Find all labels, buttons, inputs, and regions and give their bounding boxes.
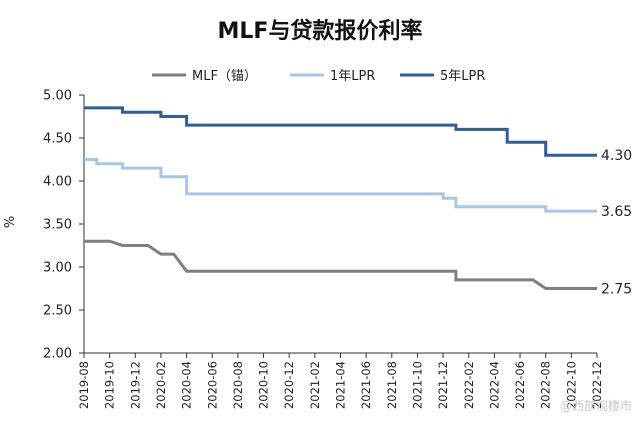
y-tick-label: 3.00 [43, 261, 72, 276]
y-tick-label: 4.50 [43, 132, 72, 147]
x-tick-label: 2021-02 [308, 361, 322, 409]
y-axis-label: % [3, 216, 18, 228]
x-tick-label: 2020-04 [180, 361, 194, 409]
x-tick-label: 2020-06 [205, 361, 219, 409]
x-tick-label: 2019-08 [77, 361, 91, 409]
watermark-text: @西部观楼市 [560, 398, 632, 413]
x-tick-label: 2022-12 [590, 361, 604, 409]
x-ticks: 2019-08 2019-10 2019-12 2020-02 2020-04 2020-… [77, 353, 604, 409]
series-line-1 [84, 158, 597, 213]
x-tick-label: 2022-06 [513, 361, 527, 409]
y-tick-label: 4.00 [43, 175, 72, 190]
series-end-label-2: 4.30 [601, 148, 632, 164]
legend-label-2: 5年LPR [440, 69, 485, 84]
x-tick-label: 2020-12 [282, 361, 296, 409]
x-tick-label: 2020-10 [257, 361, 271, 409]
x-tick-label: 2021-10 [410, 361, 424, 409]
x-tick-label: 2020-02 [154, 361, 168, 409]
y-tick-label: 2.50 [43, 304, 72, 319]
x-tick-label: 2021-12 [436, 361, 450, 409]
x-tick-label: 2020-08 [231, 361, 245, 409]
x-tick-label: 2022-08 [539, 361, 553, 409]
legend-label-1: 1年LPR [330, 69, 375, 84]
x-tick-label: 2021-06 [359, 361, 373, 409]
y-tick-label: 2.00 [43, 347, 72, 362]
x-tick-label: 2019-12 [128, 361, 142, 409]
y-tick-label: 3.50 [43, 218, 72, 233]
y-ticks: 5.00 4.50 4.00 3.50 3.00 2.50 2.00 [43, 89, 84, 362]
series-end-label-1: 3.65 [601, 204, 632, 220]
x-tick-label: 2019-10 [103, 361, 117, 409]
x-tick-label: 2021-08 [385, 361, 399, 409]
series-end-label-0: 2.75 [601, 282, 632, 298]
end-labels: 2.75 3.65 4.30 [601, 148, 632, 297]
x-tick-label: 2022-02 [462, 361, 476, 409]
x-tick-label: 2022-04 [487, 361, 501, 409]
chart-title: MLF与贷款报价利率 [218, 18, 423, 44]
series-line-0 [84, 239, 597, 290]
x-tick-label: 2022-10 [564, 361, 578, 409]
series-line-2 [84, 106, 597, 157]
x-tick-label: 2021-04 [334, 361, 348, 409]
chart-axes [83, 95, 597, 354]
chart-legend: MLF（锚） 1年LPR 5年LPR [152, 69, 485, 84]
y-tick-label: 5.00 [43, 89, 72, 104]
chart-series [84, 106, 597, 290]
legend-label-0: MLF（锚） [192, 69, 257, 84]
